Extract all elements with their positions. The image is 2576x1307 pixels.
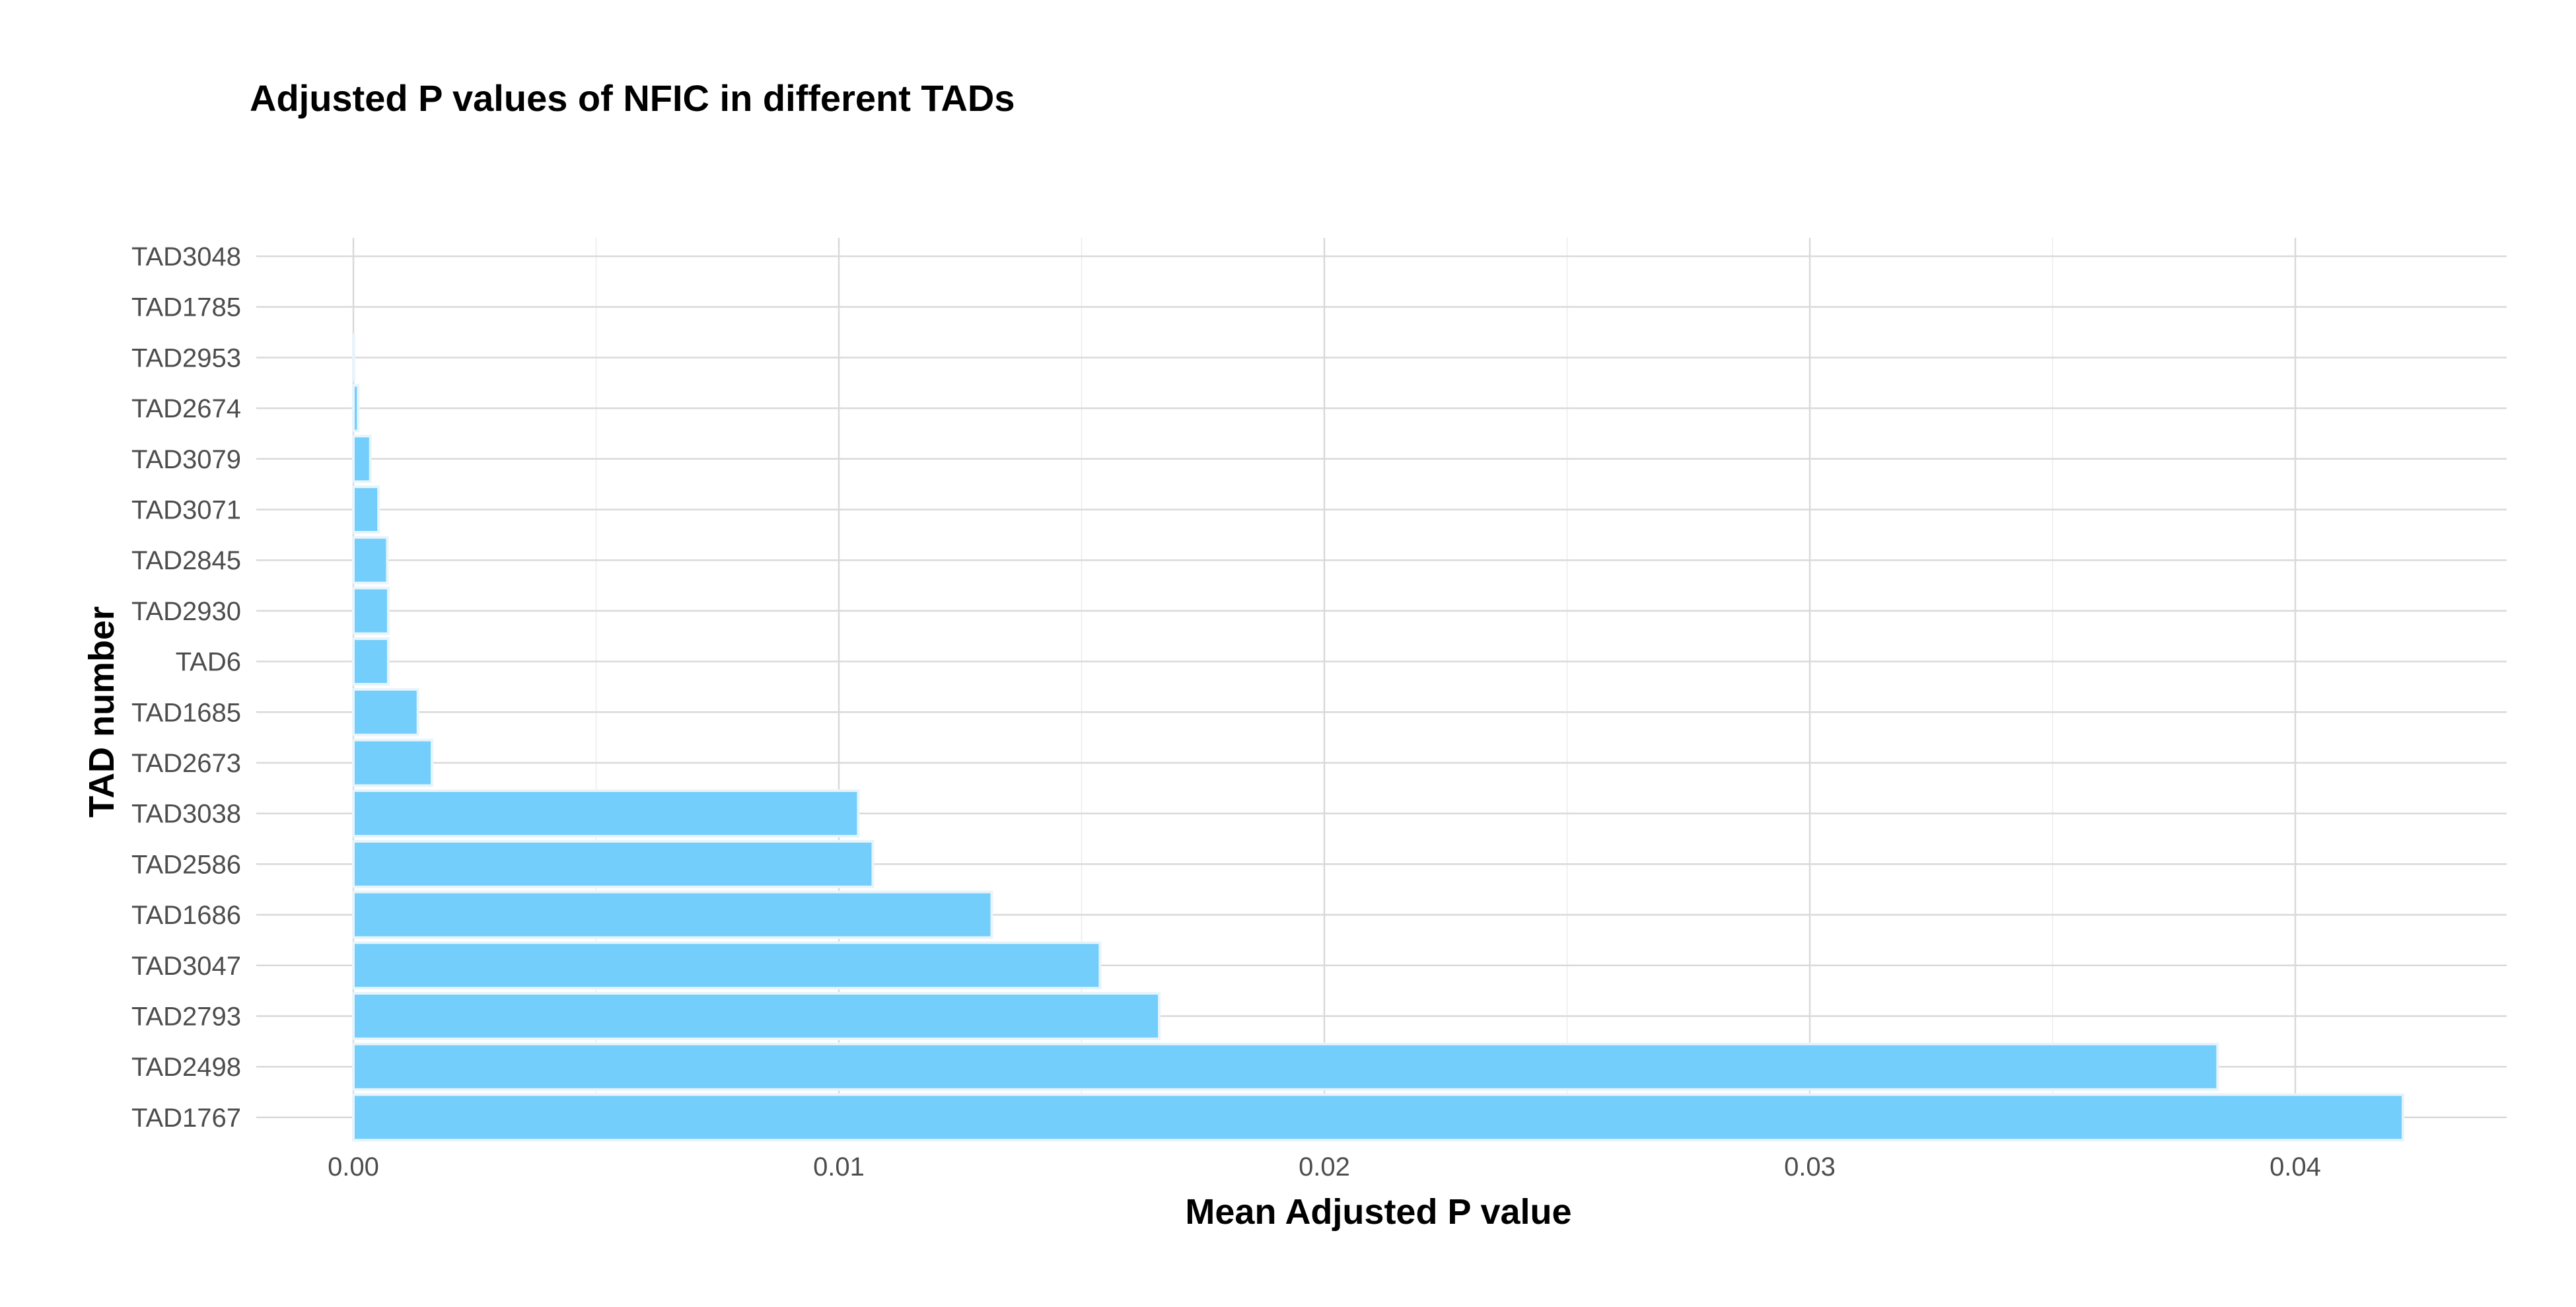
bar-tad1767 <box>352 1093 2405 1142</box>
bar-tad3079 <box>352 435 372 483</box>
bar-tad3047 <box>352 941 1102 990</box>
y-tick-label: TAD2793 <box>131 1003 241 1032</box>
y-tick-label: TAD2845 <box>131 546 241 575</box>
y-tick-label: TAD1686 <box>131 901 241 930</box>
y-tick-label: TAD2498 <box>131 1053 241 1082</box>
x-tick-labels: 0.00 0.01 0.02 0.03 0.04 <box>328 1152 2321 1182</box>
y-tick-label: TAD3047 <box>131 952 241 981</box>
y-tick-label: TAD1785 <box>131 293 241 322</box>
bar-tad1685 <box>352 688 419 736</box>
y-axis-title: TAD number <box>82 606 122 818</box>
y-tick-labels: TAD3048 TAD1785 TAD2953 TAD2674 TAD3079 TAD30… <box>131 242 241 1133</box>
y-tick-label: TAD6 <box>176 648 241 677</box>
y-tick-label: TAD2930 <box>131 597 241 626</box>
y-tick-label: TAD2953 <box>131 343 241 372</box>
x-tick-label: 0.02 <box>1299 1152 1350 1182</box>
bar-tad2673 <box>352 738 434 787</box>
x-tick-label: 0.04 <box>2270 1152 2321 1182</box>
y-tick-label: TAD2673 <box>131 749 241 778</box>
bar-tad2674 <box>352 384 360 433</box>
y-tick-label: TAD2586 <box>131 850 241 879</box>
y-tick-label: TAD2674 <box>131 394 241 423</box>
grid <box>256 238 2507 1136</box>
bar-tad2498 <box>352 1042 2219 1091</box>
x-axis-title: Mean Adjusted P value <box>1185 1192 1571 1232</box>
bar-tad2930 <box>352 586 390 635</box>
y-tick-label: TAD3048 <box>131 242 241 271</box>
y-tick-label: TAD3079 <box>131 445 241 474</box>
bar-tad2793 <box>352 991 1161 1041</box>
x-tick-label: 0.01 <box>813 1152 865 1182</box>
bar-tad3038 <box>352 789 860 838</box>
y-tick-label: TAD1685 <box>131 698 241 727</box>
bar-tad2845 <box>352 536 389 584</box>
bar-tad2953 <box>352 333 355 382</box>
y-tick-label: TAD3038 <box>131 800 241 829</box>
chart-title: Adjusted P values of NFIC in different T… <box>250 77 1015 119</box>
y-tick-label: TAD1767 <box>131 1104 241 1133</box>
bar-tad2586 <box>352 839 875 888</box>
bar-tad1686 <box>352 890 993 939</box>
x-tick-label: 0.00 <box>328 1152 379 1182</box>
bars <box>352 333 2405 1142</box>
bar-tad3071 <box>352 485 380 534</box>
y-tick-label: TAD3071 <box>131 496 241 525</box>
bar-tad6 <box>352 637 390 686</box>
x-tick-label: 0.03 <box>1784 1152 1836 1182</box>
